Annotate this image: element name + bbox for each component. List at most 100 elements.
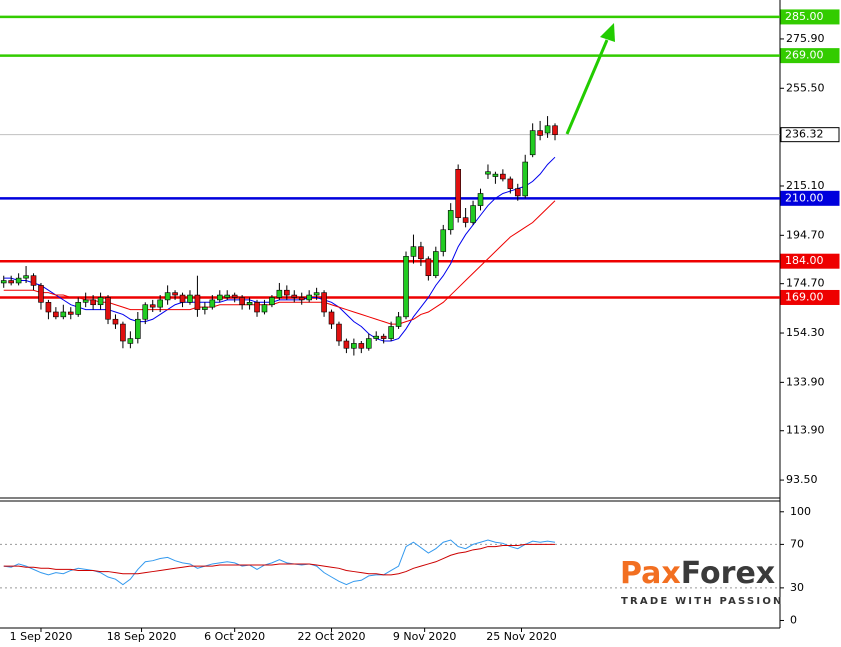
candle-body bbox=[112, 318, 119, 325]
candle-body bbox=[254, 302, 260, 313]
moving-average bbox=[3, 156, 556, 342]
level-box bbox=[780, 9, 840, 25]
candle-body bbox=[529, 130, 536, 156]
candle-body bbox=[477, 193, 484, 206]
candle-body bbox=[336, 323, 342, 342]
candle-body bbox=[0, 280, 7, 284]
candle-body bbox=[97, 297, 104, 306]
candle-body bbox=[194, 294, 201, 310]
candle-body bbox=[105, 297, 111, 320]
level-label: 169.00 bbox=[785, 290, 824, 303]
x-tick-label: 25 Nov 2020 bbox=[486, 630, 556, 643]
level-label: 184.00 bbox=[785, 254, 824, 267]
candle-body bbox=[157, 299, 163, 308]
y-tick-label: 194.70 bbox=[786, 228, 825, 241]
candle-body bbox=[164, 292, 171, 301]
candle-body bbox=[202, 306, 208, 310]
indicator-line bbox=[3, 543, 556, 576]
candle-body bbox=[440, 229, 447, 252]
logo-tagline: TRADE WITH PASSION bbox=[621, 596, 784, 607]
candle-body bbox=[239, 297, 245, 306]
candle-body bbox=[492, 173, 499, 177]
candle-body bbox=[418, 246, 424, 260]
candle-body bbox=[433, 251, 439, 277]
level-box bbox=[780, 190, 840, 206]
candle-body bbox=[15, 277, 22, 284]
candle-body bbox=[403, 256, 409, 318]
candle-body bbox=[90, 299, 96, 306]
candle-body bbox=[485, 171, 491, 175]
candle-body bbox=[224, 294, 231, 298]
candle-body bbox=[395, 316, 402, 327]
candle-body bbox=[67, 311, 74, 315]
candle-body bbox=[246, 302, 253, 306]
candle-body bbox=[120, 323, 126, 342]
candle-body bbox=[410, 246, 417, 257]
y-tick-label: 93.50 bbox=[786, 473, 818, 486]
candle-body bbox=[53, 311, 59, 318]
candle-body bbox=[455, 168, 461, 218]
x-tick-label: 9 Nov 2020 bbox=[393, 630, 456, 643]
candle-body bbox=[500, 173, 506, 180]
candle-body bbox=[343, 340, 350, 349]
candle-body bbox=[142, 304, 149, 320]
candle-body bbox=[514, 188, 521, 197]
level-label: 285.00 bbox=[785, 10, 824, 23]
candle-body bbox=[313, 292, 320, 296]
y-tick-label: 70 bbox=[790, 537, 804, 550]
candle-body bbox=[425, 258, 432, 277]
candle-body bbox=[216, 294, 223, 301]
candle-body bbox=[60, 311, 67, 318]
candle-body bbox=[172, 292, 178, 296]
y-tick-label: 215.10 bbox=[786, 179, 825, 192]
y-tick-label: 154.30 bbox=[786, 326, 825, 339]
level-label: 269.00 bbox=[785, 49, 824, 62]
candle-body bbox=[507, 178, 514, 189]
y-tick-label: 174.70 bbox=[786, 277, 825, 290]
level-label: 210.00 bbox=[785, 191, 824, 204]
candle-body bbox=[231, 294, 238, 298]
y-tick-label: 255.50 bbox=[786, 81, 825, 94]
candle-body bbox=[470, 205, 476, 223]
candle-body bbox=[298, 297, 305, 301]
indicator-line bbox=[3, 539, 556, 586]
y-tick-label: 100 bbox=[790, 505, 811, 518]
y-tick-label: 133.90 bbox=[786, 375, 825, 388]
candle-body bbox=[75, 302, 82, 315]
candle-body bbox=[522, 161, 529, 197]
logo-brand-b: Forex bbox=[681, 556, 775, 591]
candle-body bbox=[328, 311, 335, 325]
forecast-arrow bbox=[565, 39, 609, 135]
candle-body bbox=[544, 125, 551, 134]
candle-body bbox=[373, 335, 380, 339]
x-tick-label: 22 Oct 2020 bbox=[298, 630, 366, 643]
candle-body bbox=[365, 338, 372, 349]
y-tick-label: 275.90 bbox=[786, 32, 825, 45]
y-tick-label: 0 bbox=[790, 613, 797, 626]
candle-body bbox=[261, 304, 268, 313]
candle-body bbox=[276, 289, 283, 298]
level-label: 236.32 bbox=[785, 128, 824, 141]
logo: PaxForex TRADE WITH PASSION bbox=[620, 556, 784, 608]
y-tick-label: 30 bbox=[790, 581, 804, 594]
candle-body bbox=[447, 210, 454, 231]
candle-body bbox=[82, 299, 89, 303]
x-tick-label: 6 Oct 2020 bbox=[204, 630, 265, 643]
candle-body bbox=[462, 217, 469, 223]
candle-body bbox=[306, 294, 312, 301]
candle-body bbox=[30, 275, 37, 286]
candle-body bbox=[8, 280, 14, 284]
level-box bbox=[780, 127, 840, 143]
candle-body bbox=[149, 304, 156, 308]
candle-body bbox=[380, 335, 387, 339]
candle-body bbox=[358, 343, 365, 349]
candle-body bbox=[209, 299, 216, 308]
candle-body bbox=[351, 343, 357, 349]
logo-brand-a: Pax bbox=[620, 556, 681, 591]
level-box bbox=[780, 48, 840, 64]
candle-body bbox=[269, 297, 275, 306]
candle-body bbox=[284, 289, 290, 296]
x-tick-label: 18 Sep 2020 bbox=[107, 630, 177, 643]
candle-body bbox=[23, 275, 29, 279]
